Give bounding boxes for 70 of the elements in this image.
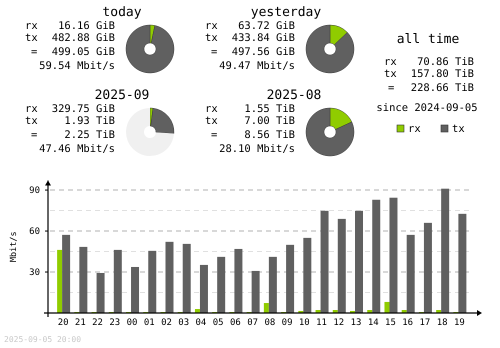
text: tx	[25, 32, 38, 44]
text: 433.84 GiB	[232, 32, 295, 44]
x-tick-label: 01	[144, 318, 155, 328]
text: =	[211, 129, 218, 141]
text: 482.88 GiB	[52, 32, 115, 44]
x-tick-label: 13	[350, 318, 362, 328]
text: 2.25 TiB	[64, 129, 115, 141]
text: tx	[25, 115, 38, 127]
x-tick-label: 16	[402, 318, 414, 328]
x-tick-label: 08	[264, 318, 276, 328]
y-axis-title: Mbit/s	[9, 231, 19, 262]
x-tick-label: 09	[282, 318, 293, 328]
y-tick-label: 30	[29, 268, 40, 278]
x-tick-label: 15	[385, 318, 396, 328]
text: 7.00 TiB	[244, 115, 295, 127]
x-tick-label: 05	[212, 318, 224, 328]
text: 63.72 GiB	[238, 20, 295, 32]
x-tick-label: 19	[454, 318, 465, 328]
chart-title: 2025-08	[266, 88, 322, 103]
text: 49.47 Mbit/s	[219, 60, 295, 72]
chart-title: yesterday	[250, 5, 322, 20]
text: 47.46 Mbit/s	[39, 143, 115, 155]
text: rx	[384, 56, 397, 68]
x-tick-label: 14	[368, 318, 379, 328]
legend-label: rx	[408, 123, 421, 135]
text: tx	[205, 32, 218, 44]
y-tick-label: 90	[29, 186, 40, 196]
y-tick-label: 60	[29, 227, 40, 238]
text: 59.54 Mbit/s	[39, 60, 115, 72]
x-tick-label: 17	[420, 318, 430, 328]
text: 329.75 GiB	[52, 103, 115, 115]
text: =	[211, 46, 218, 58]
text: 1.55 TiB	[244, 103, 295, 115]
text: since 2024-09-05	[376, 102, 478, 114]
x-tick-label: 18	[436, 318, 448, 328]
x-tick-label: 04	[196, 318, 206, 328]
text: rx	[25, 20, 38, 32]
x-tick-label: 12	[333, 318, 344, 328]
text: rx	[205, 20, 218, 32]
x-tick-label: 00	[126, 318, 138, 328]
text: 157.80 TiB	[410, 68, 474, 80]
text: rx	[205, 103, 218, 115]
chart-title: today	[102, 5, 142, 20]
legend-label: tx	[452, 123, 465, 135]
x-tick-label: 11	[316, 318, 327, 328]
text: 499.05 GiB	[52, 46, 115, 58]
x-tick-label: 22	[92, 318, 103, 328]
text: 228.66 TiB	[410, 82, 474, 94]
text: 1.93 TiB	[64, 115, 115, 127]
x-tick-label: 23	[109, 318, 120, 328]
x-tick-label: 10	[298, 318, 310, 328]
text: tx	[205, 115, 218, 127]
text: 497.56 GiB	[232, 46, 295, 58]
chart-title: 2025-09	[94, 88, 150, 103]
text: 70.86 TiB	[417, 56, 474, 68]
x-tick-label: 02	[161, 318, 172, 328]
x-tick-label: 21	[74, 318, 86, 328]
text: =	[31, 129, 38, 141]
x-tick-label: 20	[58, 318, 69, 328]
text: 8.56 TiB	[244, 129, 295, 141]
text: 16.16 GiB	[58, 20, 115, 32]
text: =	[31, 46, 38, 58]
x-tick-label: 03	[178, 318, 190, 328]
text: =	[388, 82, 394, 94]
text: all time	[396, 32, 460, 47]
text: tx	[384, 68, 397, 80]
text: 28.10 Mbit/s	[219, 143, 295, 155]
text: rx	[25, 103, 38, 115]
x-tick-label: 06	[230, 318, 241, 328]
x-tick-label: 07	[247, 318, 258, 328]
